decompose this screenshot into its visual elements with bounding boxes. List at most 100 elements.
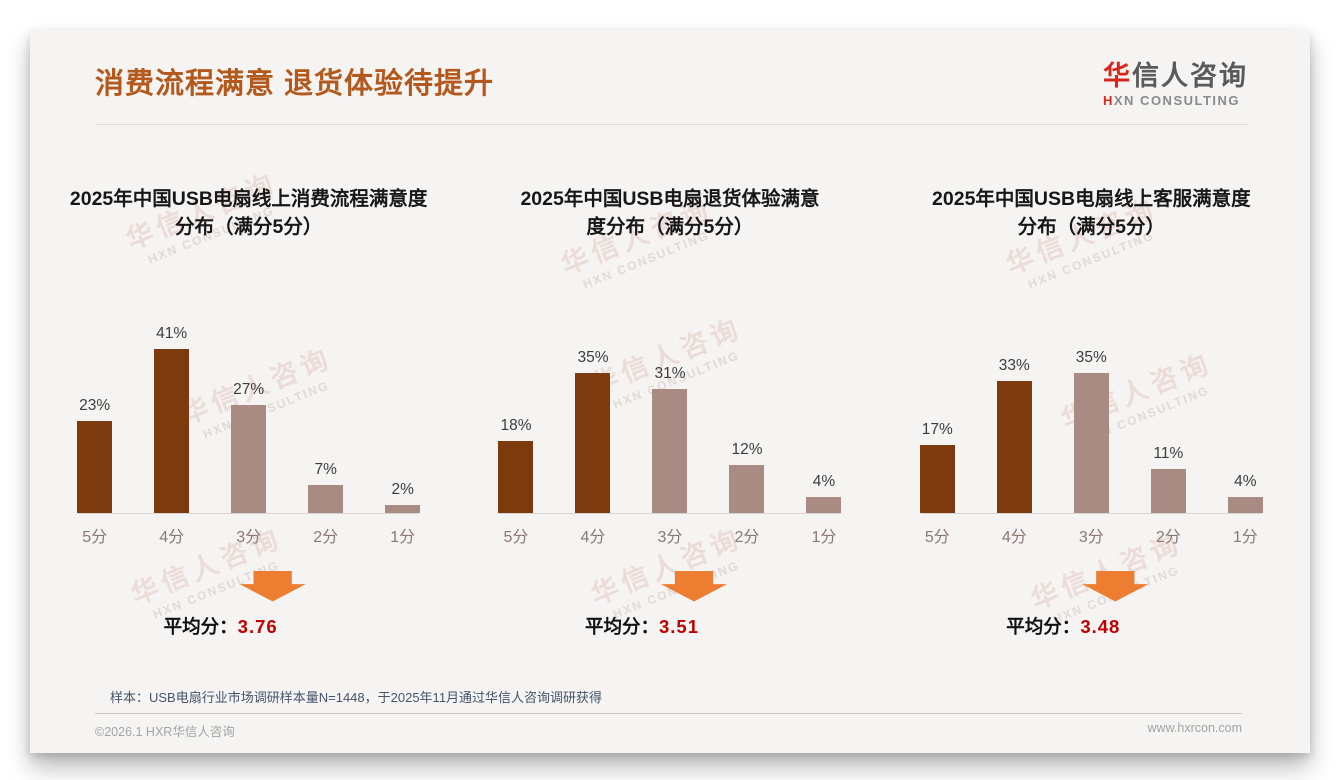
bar-column: 7%	[287, 461, 364, 513]
bar-4分	[996, 380, 1032, 513]
x-axis-labels: 5分 4分 3分 2分 1分	[38, 514, 459, 547]
x-axis-line	[920, 512, 1262, 514]
bar-column: 18%	[477, 417, 554, 513]
bar-value-label: 33%	[998, 356, 1030, 374]
bar-1分	[385, 504, 421, 513]
category-label: 3分	[1078, 528, 1104, 546]
chart-title: 2025年中国USB电扇线上消费流程满意度 分布（满分5分）	[69, 187, 428, 239]
category-label: 1分	[390, 528, 416, 546]
category-label: 5分	[82, 528, 108, 546]
category-label: 2分	[1155, 528, 1181, 546]
category-label: 5分	[924, 528, 950, 546]
charts-row: 2025年中国USB电扇线上消费流程满意度 分布（满分5分） 23% 41% 27%…	[30, 125, 1310, 639]
category-label: 2分	[734, 528, 760, 546]
bar-column: 31%	[631, 365, 708, 513]
logo-chinese-name: 华信人咨询	[1103, 61, 1248, 91]
bar-plot: 23% 41% 27% 7% 2%	[38, 265, 459, 513]
bar-value-label: 2%	[391, 480, 414, 498]
bar-column: 12%	[708, 441, 785, 513]
bar-plot: 18% 35% 31% 12% 4%	[459, 265, 880, 513]
bar-1分	[1227, 496, 1263, 513]
bar-value-label: 11%	[1153, 444, 1184, 462]
bar-3分	[652, 388, 688, 513]
category-label: 3分	[657, 528, 683, 546]
bar-column: 4%	[1207, 473, 1284, 513]
average-score: 平均分：3.76	[30, 613, 431, 639]
bar-value-label: 31%	[654, 364, 686, 382]
bar-column: 35%	[554, 349, 631, 513]
footer-divider	[95, 713, 1242, 714]
chart-title: 2025年中国USB电扇退货体验满意 度分布（满分5分）	[520, 187, 820, 239]
bar-3分	[231, 404, 267, 513]
category-label: 5分	[503, 528, 529, 546]
down-arrow-icon	[1082, 570, 1149, 602]
bar-column: 23%	[56, 397, 133, 513]
bar-5分	[919, 444, 955, 513]
bar-column: 2%	[364, 481, 441, 513]
bar-value-label: 4%	[1234, 472, 1257, 490]
bar-column: 11%	[1130, 445, 1207, 513]
average-score-value: 3.76	[237, 615, 278, 637]
chart-consumption-process-satisfaction: 2025年中国USB电扇线上消费流程满意度 分布（满分5分） 23% 41% 27%…	[38, 125, 459, 639]
header-divider	[95, 123, 1248, 125]
bar-2分	[1150, 468, 1186, 513]
category-label: 3分	[236, 528, 262, 546]
bar-4分	[575, 372, 611, 513]
x-axis-line	[499, 512, 841, 514]
average-score-label: 平均分：	[1006, 615, 1081, 637]
category-label: 4分	[159, 528, 185, 546]
bar-value-label: 41%	[156, 324, 188, 342]
chart-return-experience-satisfaction: 2025年中国USB电扇退货体验满意 度分布（满分5分） 18% 35% 31% 12…	[459, 125, 880, 639]
average-score-value: 3.51	[658, 615, 699, 637]
bar-column: 33%	[976, 357, 1053, 513]
category-label: 2分	[313, 528, 339, 546]
bar-4分	[154, 348, 190, 513]
bar-column: 4%	[785, 473, 862, 513]
average-score-label: 平均分：	[584, 615, 659, 637]
bar-value-label: 7%	[314, 460, 337, 478]
copyright-text: ©2026.1 HXR华信人咨询	[95, 725, 235, 739]
slide-card: 华信人咨询 HXN CONSULTING 华信人咨询 HXN CONSULTING …	[30, 30, 1310, 753]
bar-1分	[806, 496, 842, 513]
bar-plot: 17% 33% 35% 11% 4%	[881, 265, 1302, 513]
bar-5分	[77, 420, 113, 513]
average-score: 平均分：3.51	[431, 613, 852, 639]
average-score-label: 平均分：	[163, 615, 238, 637]
bar-column: 41%	[133, 325, 210, 513]
bar-value-label: 35%	[577, 348, 609, 366]
bar-value-label: 35%	[1075, 348, 1107, 366]
bar-2分	[308, 484, 344, 513]
bar-value-label: 4%	[812, 472, 836, 490]
bar-value-label: 18%	[500, 416, 532, 434]
website-url: www.hxrcon.com	[1147, 721, 1242, 735]
down-arrow-icon	[660, 570, 727, 602]
bar-column: 27%	[210, 381, 287, 513]
x-axis-line	[78, 512, 420, 514]
category-label: 4分	[1001, 528, 1027, 546]
x-axis-labels: 5分 4分 3分 2分 1分	[459, 514, 880, 547]
average-score: 平均分：3.48	[853, 613, 1274, 639]
bar-2分	[729, 464, 765, 513]
card-footer: 样本：USB电扇行业市场调研样本量N=1448，于2025年11月通过华信人咨询…	[95, 687, 1242, 740]
chart-online-service-satisfaction: 2025年中国USB电扇线上客服满意度 分布（满分5分） 17% 33% 35% 11…	[881, 125, 1302, 639]
bar-5分	[498, 440, 534, 513]
average-score-value: 3.48	[1080, 615, 1121, 637]
sample-footnote: 样本：USB电扇行业市场调研样本量N=1448，于2025年11月通过华信人咨询…	[110, 690, 603, 705]
x-axis-labels: 5分 4分 3分 2分 1分	[881, 514, 1302, 547]
bar-value-label: 12%	[731, 440, 763, 458]
logo-english-name: HXN CONSULTING	[1103, 92, 1241, 108]
company-logo: 华信人咨询 HXN CONSULTING	[1103, 61, 1248, 108]
category-label: 1分	[811, 528, 837, 546]
bar-value-label: 27%	[233, 380, 265, 398]
bar-column: 35%	[1053, 349, 1130, 513]
page-title: 消费流程满意 退货体验待提升	[95, 68, 495, 100]
bar-value-label: 17%	[921, 420, 953, 438]
bar-column: 17%	[899, 421, 976, 513]
header: 消费流程满意 退货体验待提升 华信人咨询 HXN CONSULTING	[30, 30, 1310, 108]
chart-title: 2025年中国USB电扇线上客服满意度 分布（满分5分）	[932, 187, 1251, 239]
category-label: 4分	[580, 528, 606, 546]
down-arrow-icon	[239, 570, 306, 602]
category-label: 1分	[1232, 528, 1258, 546]
bar-value-label: 23%	[79, 396, 111, 414]
